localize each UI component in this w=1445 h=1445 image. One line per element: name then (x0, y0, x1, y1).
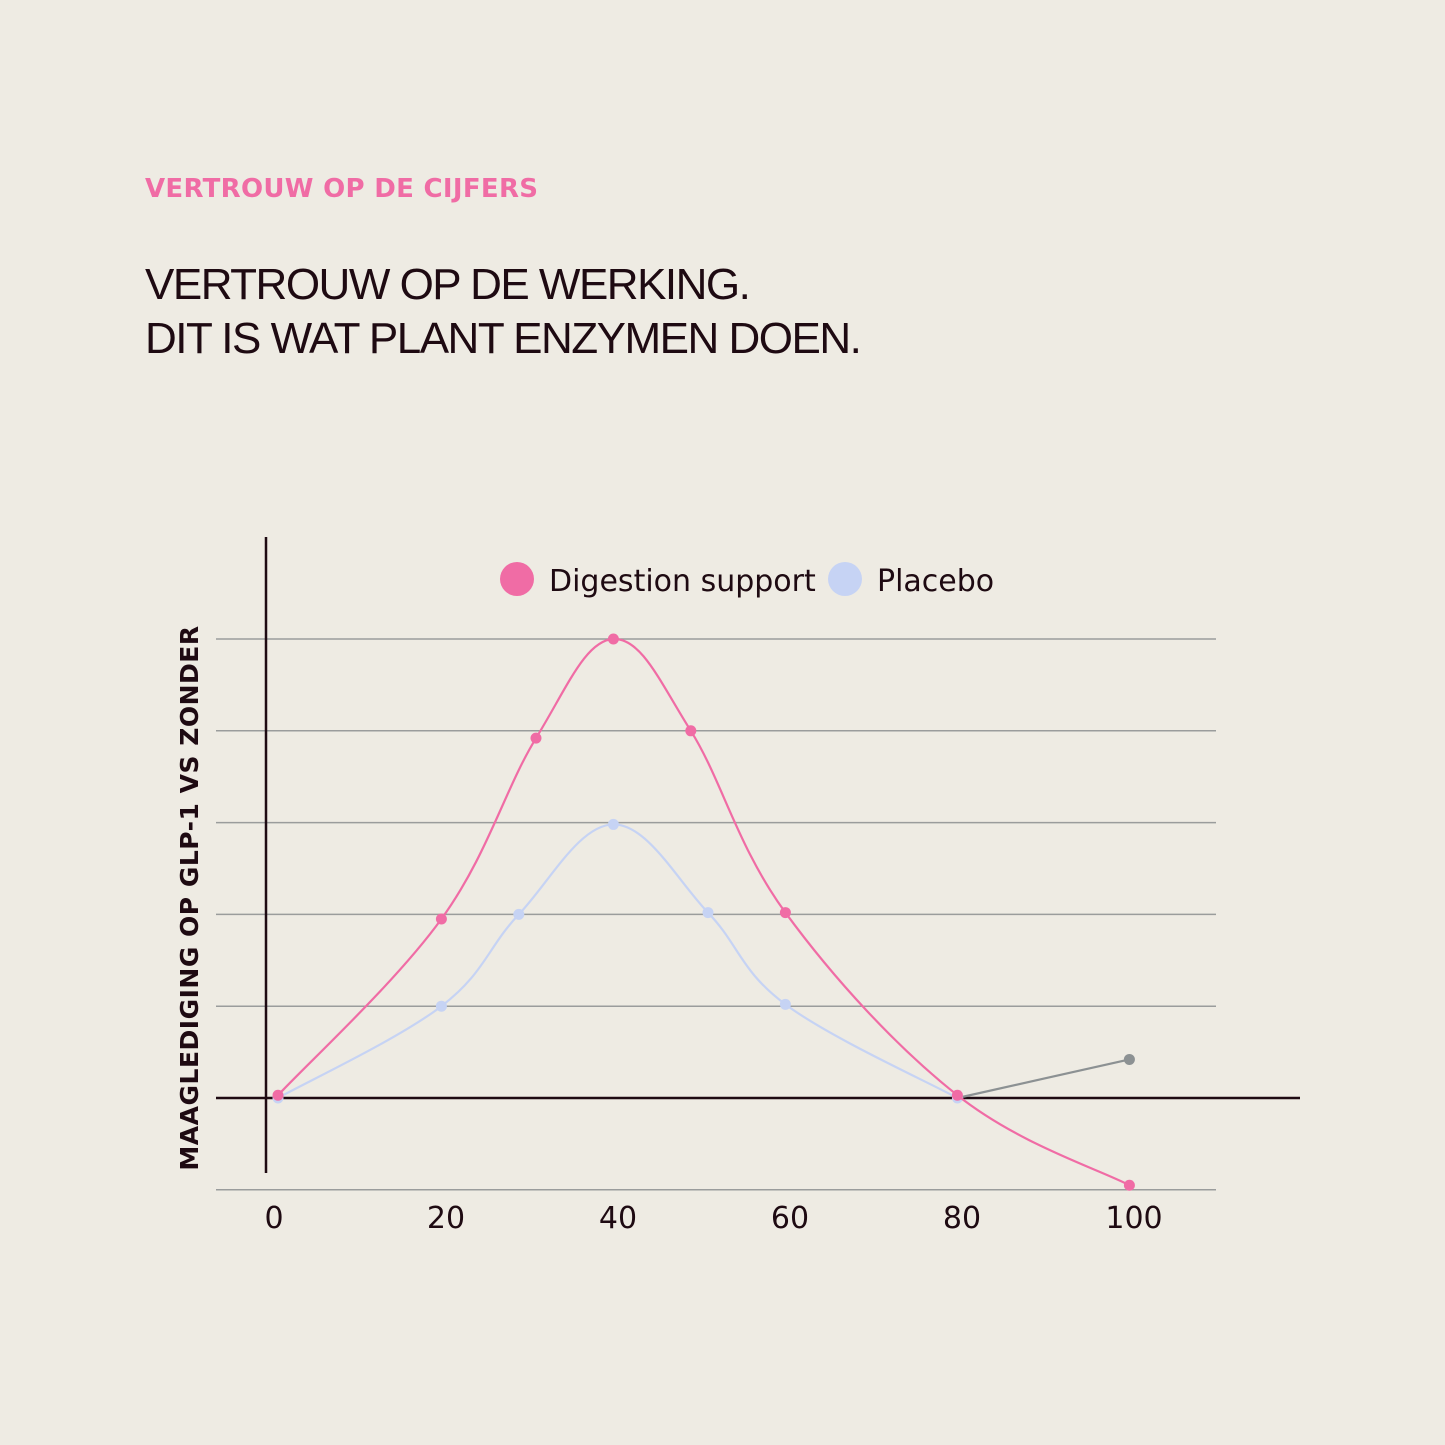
series-layer (272, 633, 1135, 1191)
axes (216, 537, 1300, 1173)
grid-lines (216, 638, 1216, 1191)
headline: VERTROUW OP DE WERKING. DIT IS WAT PLANT… (145, 258, 862, 366)
x-tick-labels: 0 20 40 60 80 100 (264, 1201, 1162, 1236)
data-point-digestion-support (779, 907, 791, 919)
data-point-digestion-support (435, 913, 447, 925)
data-point-placebo (435, 1000, 447, 1012)
x-tick-label: 0 (264, 1201, 283, 1236)
eyebrow-label: VERTROUW OP DE CIJFERS (145, 174, 539, 204)
data-point-digestion-support (272, 1089, 284, 1101)
data-point-digestion-support (685, 725, 697, 737)
legend-swatch-digestion-support (500, 562, 534, 596)
series-line-trend (957, 1058, 1130, 1100)
x-tick-label: 100 (1105, 1201, 1162, 1236)
data-point-placebo (607, 818, 619, 830)
data-point-placebo (779, 998, 791, 1010)
data-point-trend (1123, 1053, 1135, 1065)
headline-line-2: DIT IS WAT PLANT ENZYMEN DOEN. (145, 314, 862, 363)
y-axis-label: MAAGLEDIGING OP GLP-1 VS ZONDER (175, 625, 204, 1170)
x-tick-label: 20 (427, 1201, 465, 1236)
legend-label-placebo: Placebo (877, 564, 994, 599)
data-point-placebo (513, 908, 525, 920)
data-point-placebo (702, 907, 714, 919)
series-line-placebo (277, 823, 958, 1099)
x-tick-label: 40 (599, 1201, 637, 1236)
data-point-digestion-support (607, 633, 619, 645)
data-point-digestion-support (951, 1089, 963, 1101)
data-point-digestion-support (530, 732, 542, 744)
data-point-digestion-support (1123, 1179, 1135, 1191)
legend-swatch-placebo (828, 562, 862, 596)
x-tick-label: 80 (943, 1201, 981, 1236)
x-tick-label: 60 (771, 1201, 809, 1236)
legend-label-digestion-support: Digestion support (549, 564, 816, 599)
headline-line-1: VERTROUW OP DE WERKING. (145, 260, 751, 309)
legend: Digestion support Placebo (500, 562, 994, 599)
